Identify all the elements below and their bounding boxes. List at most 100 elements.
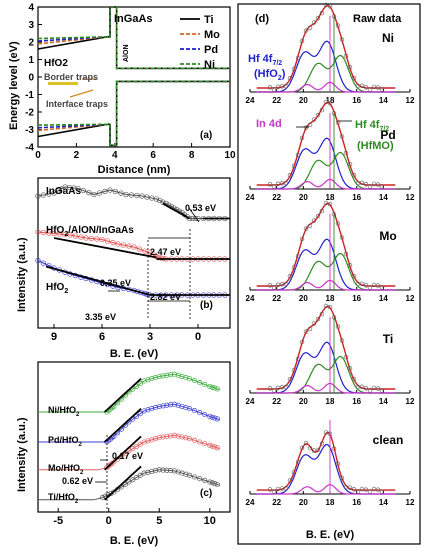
spectrum-b-point: [139, 193, 145, 199]
raw-point-mo: [319, 208, 325, 214]
raw-point-ni: [319, 10, 325, 16]
raw-point-mo: [351, 273, 357, 279]
spectrum-c-point: [192, 408, 198, 414]
panel-d-xtick-label: 20: [299, 193, 308, 202]
panel-c-axes: -5 0 5 10: [53, 508, 216, 527]
spectrum-b-point: [40, 229, 47, 236]
spectrum-b-point: [189, 215, 196, 222]
raw-point-mo: [291, 264, 297, 270]
raw-point-mo: [307, 223, 313, 229]
spectrum-c-point: [156, 467, 162, 473]
raw-point-ni: [303, 28, 309, 33]
raw-point-ni: [299, 38, 305, 44]
spectrum-b-point: [134, 192, 140, 199]
panel-c-xtick-label: 10: [204, 515, 216, 527]
raw-point-ni: [363, 85, 369, 90]
spectrum-b-point: [99, 236, 105, 243]
spectrum-c-point: [160, 373, 166, 379]
raw-point-ni: [339, 37, 345, 42]
region-label-hfo2: HfO2: [44, 58, 68, 69]
fit-line-hfo2: [45, 265, 151, 296]
region-label-alon: AlON: [123, 45, 130, 63]
spectrum-c-point: [149, 437, 155, 443]
panel-a-ytick-label: -1: [25, 90, 34, 101]
spectrum-b-point: [62, 231, 68, 238]
panel-d-xtick-label: 14: [379, 397, 388, 406]
raw-point-pd: [359, 180, 365, 186]
panel-a-xtick-label: 4: [112, 150, 118, 161]
spectrum-c-point: [137, 411, 143, 417]
raw-point-ni: [295, 55, 301, 61]
spectrum-c-point: [168, 372, 174, 378]
spectrum-c-point: [183, 471, 189, 477]
label-raw-data: Raw data: [353, 13, 402, 25]
panel-label-a: (a): [200, 130, 212, 141]
raw-point-ti: [295, 356, 301, 362]
panel-d-xtick-label: 16: [352, 96, 361, 105]
panel-a-ytick-label: 4: [28, 3, 34, 14]
panel-d-xtick-label: 14: [379, 96, 388, 105]
spectrum-c-point: [149, 468, 155, 474]
spectrum-b-point: [40, 192, 47, 198]
raw-point-ni: [267, 85, 273, 90]
spectrum-c-point: [141, 378, 147, 384]
panel-d-xtick-label: 22: [272, 397, 281, 406]
component-hfmo-mo: [256, 252, 396, 291]
label-pd-hfo2: Pd/HfO2: [48, 435, 83, 448]
raw-point-mo: [303, 226, 309, 231]
spectrum-c-point: [160, 434, 166, 440]
spectrum-b-point: [46, 230, 52, 236]
panel-b-xtick-label: 3: [147, 331, 153, 343]
spectrum-b-point: [112, 188, 119, 195]
spectrum-b-point: [153, 196, 160, 202]
raw-point-pd: [339, 134, 345, 139]
raw-point-clean: [379, 489, 385, 494]
spectrum-b-point: [71, 185, 77, 191]
raw-point-ti: [347, 366, 353, 371]
component-hfmo-pd: [256, 151, 396, 190]
raw-point-clean: [315, 447, 321, 453]
raw-point-pd: [267, 182, 273, 187]
spectrum-c-point: [171, 468, 177, 474]
panel-c-spectra: [38, 371, 221, 501]
annotation-2p82: 2.82 eV: [150, 292, 181, 302]
panel-d-xtick-label: 12: [406, 193, 415, 202]
spectrum-c-point: [179, 470, 185, 476]
panel-d-xtick-label: 14: [379, 193, 388, 202]
spectrum-c-point: [156, 435, 162, 441]
panel-a-ytick-label: -4: [25, 143, 34, 154]
component-in4d-mo: [256, 279, 396, 291]
raw-point-pd: [307, 122, 313, 128]
raw-point-ti: [283, 384, 289, 390]
raw-point-mo: [359, 281, 365, 286]
panel-d-xtick-label: 18: [326, 193, 335, 202]
spectrum-b-point: [110, 239, 116, 246]
spectrum-c-point: [130, 477, 136, 483]
spectrum-b-point: [35, 193, 41, 199]
raw-point-clean: [359, 486, 365, 492]
panel-d-xtick-label: 22: [272, 294, 281, 303]
spectrum-c-point: [152, 436, 159, 442]
panel-c: -5 0 5 10 Ni/HfO2 Pd/HfO2 Mo/HfO2 Ti/HfO2 0…: [16, 361, 231, 547]
spectrum-c-point: [197, 380, 203, 386]
panel-d-xtick-label: 20: [299, 498, 308, 507]
panel-d-xtick-label: 18: [326, 96, 335, 105]
spectrum-b-point: [78, 234, 84, 240]
raw-point-clean: [371, 486, 377, 492]
spectrum-b-point: [104, 238, 111, 244]
spectrum-c-3: [38, 469, 221, 501]
spectrum-c-point: [183, 435, 189, 441]
panel-d-xtick-label: 20: [299, 96, 308, 105]
panel-a-xlabel: Distance (nm): [98, 164, 171, 176]
raw-point-pd: [379, 184, 385, 189]
panel-b-ylabel: Intensity (a.u.): [16, 237, 28, 312]
panel-a-xtick-label: 10: [224, 150, 236, 161]
raw-point-pd: [343, 150, 349, 156]
panel-b: 9 6 3 0 InGaAs HfO2/AlON/InGaAs HfO2 0.53 e…: [16, 177, 231, 360]
spectrum-b-point: [128, 192, 135, 198]
fit-line-c-2: [104, 435, 142, 471]
raw-point-ti: [363, 386, 369, 391]
spectrum-c-point: [212, 385, 218, 391]
panel-b-xtick-label: 6: [99, 331, 105, 343]
